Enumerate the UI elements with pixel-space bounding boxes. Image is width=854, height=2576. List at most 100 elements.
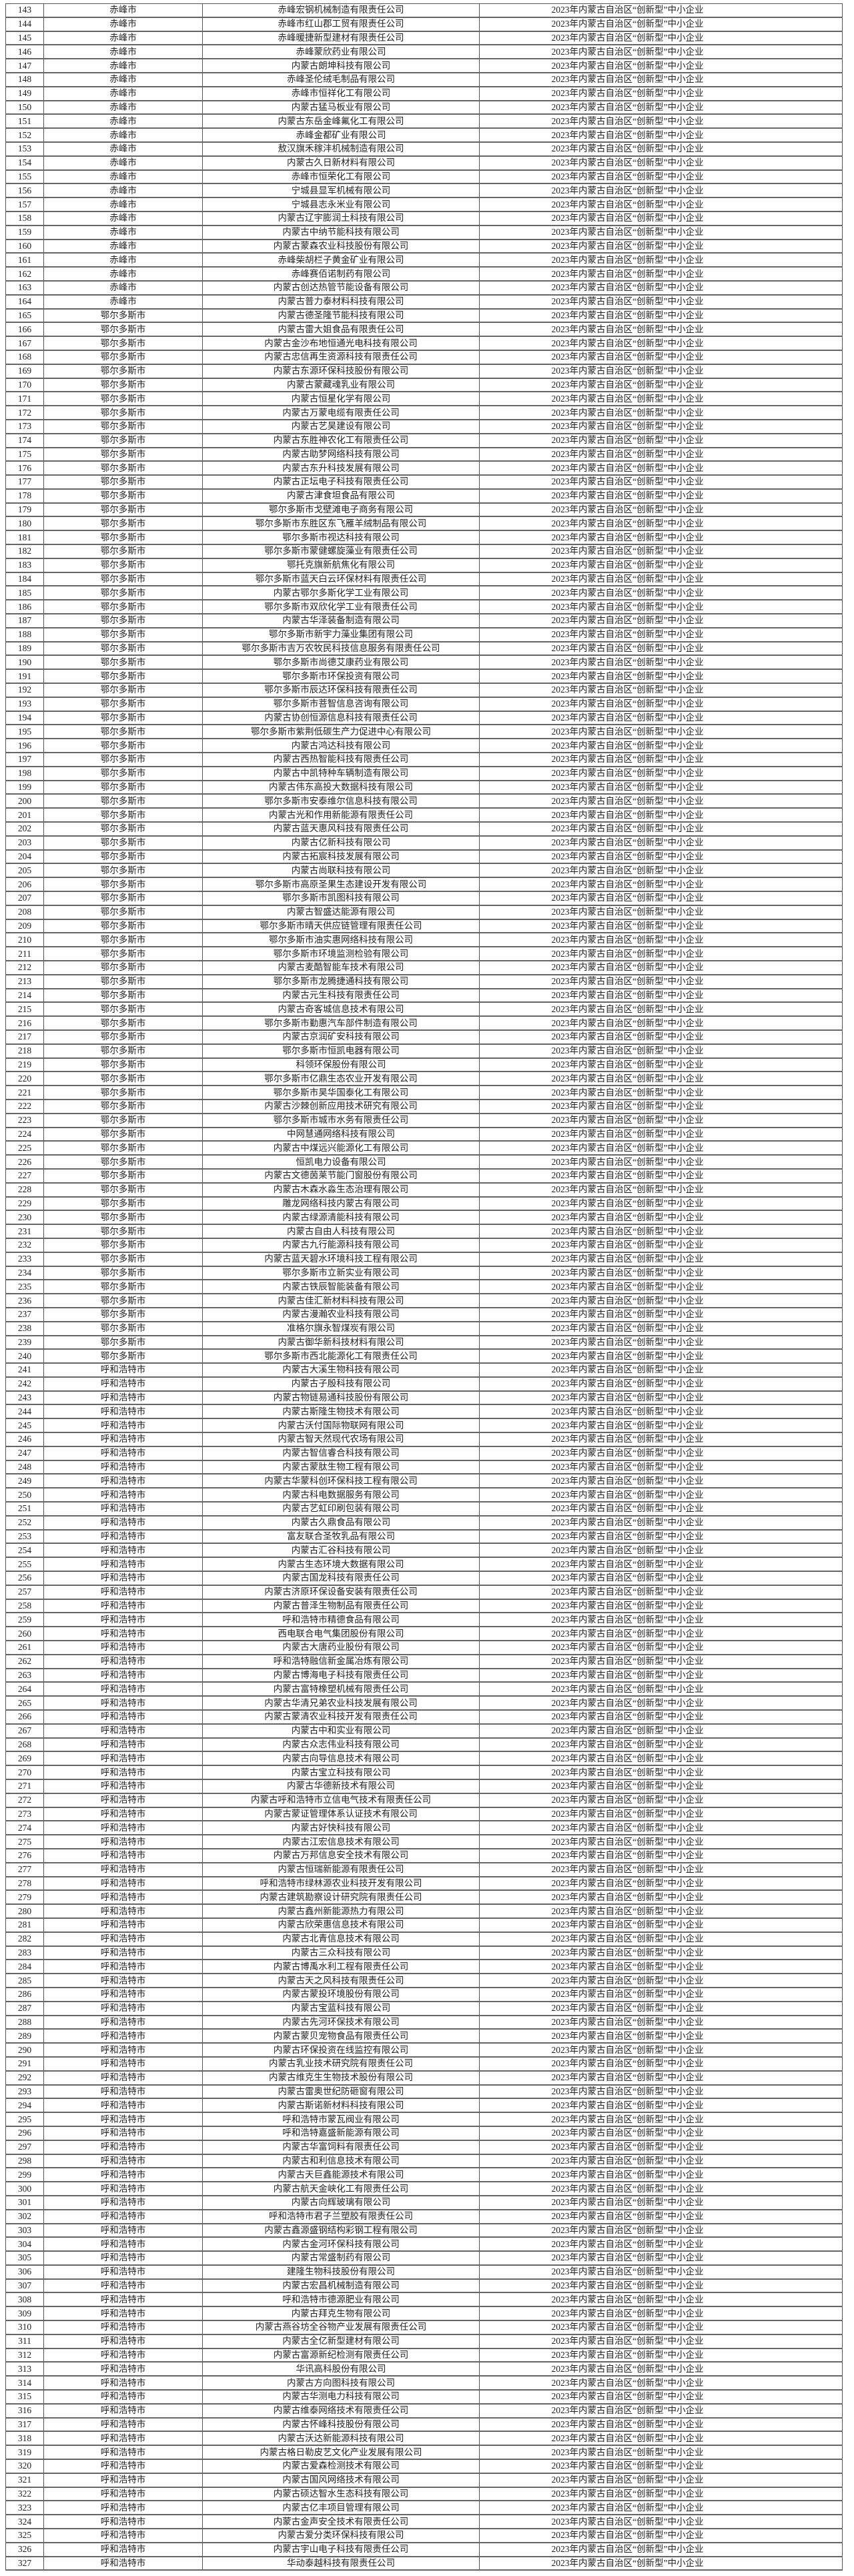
table-row: 203 鄂尔多斯市 内蒙古亿新科技有限公司 2023年内蒙古自治区“创新型”中小企业 [5,835,843,851]
company-name-cell: 内蒙古宝立科技有限公司 [202,1765,480,1780]
company-name-cell: 鄂尔多斯市新宇力藻业集团有限公司 [202,627,480,642]
category-cell: 2023年内蒙古自治区“创新型”中小企业 [479,141,843,157]
table-row: 176 鄂尔多斯市 内蒙古东升科技发展有限公司 2023年内蒙古自治区“创新型”中小企… [5,460,843,476]
row-number: 273 [5,1807,44,1822]
row-number: 212 [5,960,44,975]
category-cell: 2023年内蒙古自治区“创新型”中小企业 [479,1820,843,1836]
category-cell: 2023年内蒙古自治区“创新型”中小企业 [479,585,843,601]
category-cell: 2023年内蒙古自治区“创新型”中小企业 [479,266,843,282]
company-name-cell: 内蒙古沃达新能源科技有限公司 [202,2431,480,2447]
category-cell: 2023年内蒙古自治区“创新型”中小企业 [479,3,843,18]
row-number: 216 [5,1015,44,1031]
row-number: 175 [5,447,44,462]
table-row: 315 呼和浩特市 内蒙古华测电力科技有限公司 2023年内蒙古自治区“创新型”中小企… [5,2389,843,2405]
city-cell: 鄂尔多斯市 [43,544,203,559]
company-name-cell: 富友联合圣牧乳品有限公司 [202,1529,480,1545]
category-cell: 2023年内蒙古自治区“创新型”中小企业 [479,544,843,559]
company-name-cell: 呼和浩特市德源肥业有限公司 [202,2292,480,2308]
table-row: 297 呼和浩特市 内蒙古华富饲料有限责任公司 2023年内蒙古自治区“创新型”中小企… [5,2140,843,2155]
category-cell: 2023年内蒙古自治区“创新型”中小企业 [479,2542,843,2557]
table-row: 295 呼和浩特市 呼和浩特市蒙瓦阀业有限公司 2023年内蒙古自治区“创新型”中小企… [5,2112,843,2127]
company-name-cell: 内蒙古中和实业有限公司 [202,1723,480,1739]
table-row: 306 呼和浩特市 建隆生物科技股份有限公司 2023年内蒙古自治区“创新型”中小企业 [5,2264,843,2280]
city-cell: 鄂尔多斯市 [43,599,203,615]
row-number: 251 [5,1501,44,1517]
city-cell: 鄂尔多斯市 [43,572,203,587]
table-row: 323 呼和浩特市 内蒙古亿丰项目管理有限公司 2023年内蒙古自治区“创新型”中小企… [5,2500,843,2516]
category-cell: 2023年内蒙古自治区“创新型”中小企业 [479,932,843,948]
city-cell: 呼和浩特市 [43,1599,203,1614]
city-cell: 鄂尔多斯市 [43,1335,203,1350]
row-number: 259 [5,1612,44,1628]
table-row: 227 鄂尔多斯市 内蒙古文德茵莱节能门窗股份有限公司 2023年内蒙古自治区“创新型… [5,1168,843,1184]
category-cell: 2023年内蒙古自治区“创新型”中小企业 [479,835,843,851]
city-cell: 鄂尔多斯市 [43,530,203,546]
row-number: 181 [5,530,44,546]
row-number: 320 [5,2459,44,2474]
table-row: 287 呼和浩特市 内蒙古宝蓝科技有限公司 2023年内蒙古自治区“创新型”中小企业 [5,2001,843,2016]
company-name-cell: 内蒙古汇谷科技有限公司 [202,1543,480,1559]
company-name-cell: 内蒙古华测电力科技有限公司 [202,2389,480,2405]
row-number: 300 [5,2181,44,2196]
company-name-cell: 鄂尔多斯市吉万农牧民科技信息服务有限责任公司 [202,641,480,657]
company-name-cell: 鄂尔多斯市蓝天白云环保材料有限责任公司 [202,572,480,587]
company-name-cell: 呼和浩特融信新金属冶炼有限公司 [202,1654,480,1669]
row-number: 222 [5,1099,44,1114]
category-cell: 2023年内蒙古自治区“创新型”中小企业 [479,1335,843,1350]
table-row: 294 呼和浩特市 内蒙古斯诺新材料科技有限公司 2023年内蒙古自治区“创新型”中小… [5,2098,843,2114]
company-name-cell: 内蒙古好快科技有限公司 [202,1820,480,1836]
city-cell: 呼和浩特市 [43,1834,203,1849]
row-number: 325 [5,2528,44,2543]
company-name-cell: 内蒙古助梦网络科技有限公司 [202,447,480,462]
category-cell: 2023年内蒙古自治区“创新型”中小企业 [479,1807,843,1822]
category-cell: 2023年内蒙古自治区“创新型”中小企业 [479,572,843,587]
row-number: 316 [5,2403,44,2419]
table-row: 316 呼和浩特市 内蒙古维泰网络技术有限责任公司 2023年内蒙古自治区“创新型”中… [5,2403,843,2419]
category-cell: 2023年内蒙古自治区“创新型”中小企业 [479,364,843,379]
row-number: 188 [5,627,44,642]
row-number: 309 [5,2306,44,2322]
table-row: 188 鄂尔多斯市 鄂尔多斯市新宇力藻业集团有限公司 2023年内蒙古自治区“创新型”… [5,627,843,642]
table-row: 324 呼和浩特市 内蒙古金声安全技术有限责任公司 2023年内蒙古自治区“创新型”中… [5,2514,843,2530]
company-name-cell: 华讯高科股份有限公司 [202,2361,480,2377]
company-name-cell: 内蒙古富特橡塑机械有限责任公司 [202,1681,480,1697]
table-row: 258 呼和浩特市 内蒙古普泽生物制品有限责任公司 2023年内蒙古自治区“创新型”中… [5,1599,843,1614]
table-row: 166 鄂尔多斯市 内蒙古雷大姐食品有限责任公司 2023年内蒙古自治区“创新型”中小… [5,322,843,338]
table-row: 288 呼和浩特市 内蒙古先河环保技术有限公司 2023年内蒙古自治区“创新型”中小企… [5,2015,843,2030]
table-row: 242 呼和浩特市 内蒙古子殷科技有限公司 2023年内蒙古自治区“创新型”中小企业 [5,1376,843,1392]
city-cell: 呼和浩特市 [43,1946,203,1961]
category-cell: 2023年内蒙古自治区“创新型”中小企业 [479,988,843,1003]
table-row: 214 鄂尔多斯市 内蒙古元生科技有限责任公司 2023年内蒙古自治区“创新型”中小企… [5,988,843,1003]
row-number: 220 [5,1071,44,1087]
company-name-cell: 赤峰市恒祥化工有限公司 [202,86,480,101]
row-number: 149 [5,86,44,101]
city-cell: 赤峰市 [43,294,203,310]
table-row: 179 鄂尔多斯市 鄂尔多斯市戈壁滩电子商务有限公司 2023年内蒙古自治区“创新型”… [5,502,843,518]
row-number: 240 [5,1348,44,1364]
row-number: 219 [5,1057,44,1073]
company-name-cell: 内蒙古协创恒源信息科技有限责任公司 [202,711,480,726]
category-cell: 2023年内蒙古自治区“创新型”中小企业 [479,2167,843,2183]
row-number: 293 [5,2084,44,2100]
company-name-cell: 内蒙古欣荣惠信息技术有限公司 [202,1917,480,1933]
city-cell: 呼和浩特市 [43,1376,203,1392]
company-name-cell: 内蒙古维泰网络技术有限责任公司 [202,2403,480,2419]
table-row: 216 鄂尔多斯市 鄂尔多斯市勤惠汽车部件制造有限公司 2023年内蒙古自治区“创新型… [5,1015,843,1031]
company-name-cell: 内蒙古子殷科技有限公司 [202,1376,480,1392]
company-name-cell: 内蒙古中凯特种车辆制造有限公司 [202,766,480,781]
city-cell: 鄂尔多斯市 [43,821,203,837]
table-row: 301 呼和浩特市 内蒙古向辉玻璃有限公司 2023年内蒙古自治区“创新型”中小企业 [5,2195,843,2210]
category-cell: 2023年内蒙古自治区“创新型”中小企业 [479,2556,843,2571]
category-cell: 2023年内蒙古自治区“创新型”中小企业 [479,1876,843,1891]
company-name-cell: 鄂尔多斯市恒凯电器有限公司 [202,1043,480,1059]
table-row: 149 赤峰市 赤峰市恒祥化工有限公司 2023年内蒙古自治区“创新型”中小企业 [5,86,843,101]
city-cell: 呼和浩特市 [43,1557,203,1573]
row-number: 272 [5,1793,44,1808]
table-row: 218 鄂尔多斯市 鄂尔多斯市恒凯电器有限公司 2023年内蒙古自治区“创新型”中小企… [5,1043,843,1059]
city-cell: 鄂尔多斯市 [43,1015,203,1031]
company-name-cell: 内蒙古呼和浩特市立信电气技术有限责任公司 [202,1793,480,1808]
company-name-cell: 雕龙网络科技内蒙古有限公司 [202,1196,480,1212]
row-number: 179 [5,502,44,518]
city-cell: 赤峰市 [43,183,203,199]
category-cell: 2023年内蒙古自治区“创新型”中小企业 [479,2140,843,2155]
